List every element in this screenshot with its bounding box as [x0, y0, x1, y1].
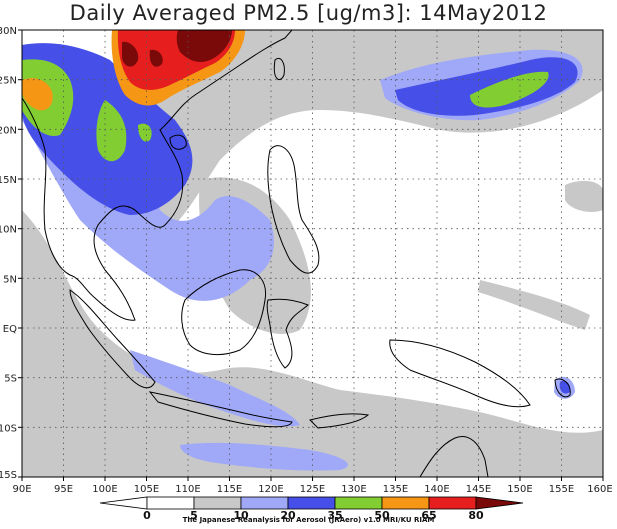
- green-patch-central: [96, 100, 127, 162]
- lon-label: 140E: [424, 484, 449, 495]
- lon-label: 150E: [507, 484, 532, 495]
- coast-timor: [309, 413, 370, 429]
- lat-label: 10N: [0, 225, 17, 236]
- grey-patch-east2: [478, 280, 590, 330]
- lat-label: 30N: [0, 26, 17, 37]
- blue-band-northeast: [395, 57, 578, 116]
- colorbar-segment-highest: [475, 496, 524, 510]
- colorbar-segment: [240, 496, 289, 510]
- darkred-patch-2: [176, 30, 232, 63]
- tick-marks: [18, 29, 604, 481]
- lon-label: 135E: [383, 484, 408, 495]
- lon-label: 100E: [92, 484, 117, 495]
- darkred-patch-3: [149, 49, 163, 67]
- lat-label: 15S: [0, 470, 17, 481]
- coast-java: [148, 391, 293, 428]
- colorbar-label: 10: [233, 509, 249, 522]
- green-patch-northeast: [470, 71, 549, 108]
- grey-band-southwest: [22, 210, 603, 477]
- lon-label: 145E: [466, 484, 491, 495]
- lat-label: 20N: [0, 125, 17, 136]
- lat-label: 5N: [3, 274, 17, 285]
- coast-borneo: [181, 269, 267, 356]
- lon-label: 105E: [134, 484, 159, 495]
- gridlines: [22, 30, 603, 477]
- lon-label: 130E: [341, 484, 366, 495]
- lon-label: 125E: [300, 484, 325, 495]
- lat-label: 5S: [4, 374, 17, 385]
- lat-label: EQ: [3, 324, 17, 335]
- orange-patch-west: [22, 78, 53, 111]
- colorbar-label: 0: [143, 509, 151, 522]
- coast-hainan: [169, 134, 187, 150]
- green-patch-gulf: [138, 123, 152, 142]
- lat-label: 25N: [0, 76, 17, 87]
- lightblue-band-far-south: [180, 442, 349, 471]
- lat-label: 10S: [0, 423, 17, 434]
- colorbar-segment: [428, 496, 477, 510]
- colorbar-segment: [287, 496, 336, 510]
- colorbar-label: 35: [327, 509, 342, 522]
- latitude-labels: 30N 25N 20N 15N 10N 5N EQ 5S 10S 15S: [0, 26, 17, 481]
- colorbar-labels: 0 5 10 20 35 50 65 80: [143, 509, 484, 522]
- longitude-labels: 90E 95E 100E 105E 110E 115E 120E 125E 13…: [12, 484, 612, 495]
- colorbar-label: 20: [280, 509, 296, 522]
- coast-taiwan: [273, 57, 285, 80]
- colorbar-segment: [381, 496, 430, 510]
- coast-islands-east: [554, 378, 571, 398]
- colorbar-segment: [146, 496, 195, 510]
- darkred-patch-1: [122, 41, 139, 67]
- data-credit: The Japanese Reanalysis for Aerosol (JRA…: [182, 516, 435, 524]
- lon-label: 155E: [549, 484, 574, 495]
- colorbar-label: 5: [190, 509, 198, 522]
- lon-label: 95E: [54, 484, 73, 495]
- colorbar: [99, 496, 524, 510]
- lon-label: 115E: [217, 484, 242, 495]
- lon-label: 160E: [587, 484, 612, 495]
- colorbar-label: 50: [374, 509, 390, 522]
- lon-label: 120E: [258, 484, 283, 495]
- colorbar-label: 65: [421, 509, 436, 522]
- coast-australia: [419, 436, 489, 477]
- concentration-field: [22, 30, 603, 477]
- colorbar-segment-lowest: [99, 496, 148, 510]
- grey-patch-east: [565, 180, 603, 212]
- lon-label: 110E: [175, 484, 200, 495]
- coast-philippines: [267, 145, 320, 274]
- colorbar-segment: [193, 496, 242, 510]
- coast-sumatra: [69, 289, 156, 389]
- coast-sulawesi: [266, 298, 309, 369]
- colorbar-segment: [334, 496, 383, 510]
- lon-label: 90E: [12, 484, 31, 495]
- lat-label: 15N: [0, 175, 17, 186]
- lightblue-band-south: [130, 350, 300, 427]
- colorbar-label: 80: [468, 509, 484, 522]
- map-title: Daily Averaged PM2.5 [ug/m3]: 14May2012: [69, 1, 548, 25]
- coast-newguinea: [389, 339, 531, 408]
- coastlines: [22, 30, 571, 477]
- coast-mainland: [22, 30, 293, 321]
